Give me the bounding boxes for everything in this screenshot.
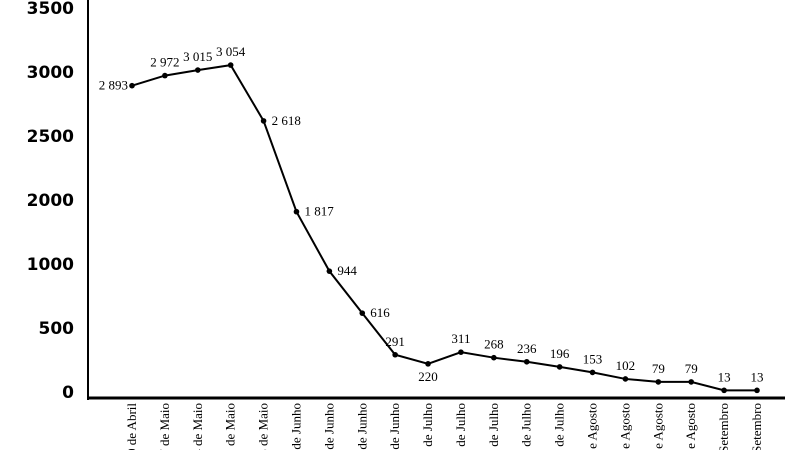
data-label: 944 bbox=[337, 263, 357, 278]
x-tick-label: de Junho bbox=[387, 403, 402, 450]
data-point bbox=[425, 361, 431, 367]
data-point bbox=[293, 208, 300, 215]
data-point bbox=[359, 310, 366, 316]
y-tick-label: 1000 bbox=[27, 255, 74, 275]
data-point bbox=[655, 379, 662, 385]
x-tick-label: e Agosto bbox=[683, 403, 698, 449]
data-label: 196 bbox=[550, 346, 570, 361]
data-label: 102 bbox=[616, 358, 636, 373]
data-point bbox=[589, 369, 596, 376]
x-tick-label: de Julho bbox=[519, 403, 534, 447]
data-point bbox=[458, 349, 464, 355]
y-tick-label: 2500 bbox=[27, 127, 74, 147]
data-label: 1 817 bbox=[304, 204, 334, 219]
y-tick-label: 3500 bbox=[27, 0, 74, 19]
data-label: 2 972 bbox=[150, 55, 179, 70]
x-tick-label: de Junho bbox=[321, 403, 336, 450]
x-tick-label: e Agosto bbox=[650, 403, 665, 449]
data-label: 311 bbox=[451, 331, 470, 346]
data-point bbox=[129, 82, 135, 89]
x-tick-label: de Julho bbox=[486, 403, 501, 447]
data-label: 13 bbox=[718, 369, 731, 384]
x-tick-label: e Agosto bbox=[585, 403, 600, 449]
data-point bbox=[721, 387, 727, 394]
data-line bbox=[131, 63, 757, 392]
y-tick-label: 0 bbox=[62, 383, 74, 403]
data-point bbox=[392, 351, 398, 358]
data-label: 3 015 bbox=[183, 49, 212, 64]
data-point bbox=[491, 354, 497, 361]
x-tick-label: Setembro bbox=[749, 403, 764, 450]
x-tick-label: 4 de Maio bbox=[190, 403, 205, 450]
x-tick-label: de Julho bbox=[420, 403, 435, 447]
x-tick-label: 7 de Maio bbox=[157, 403, 172, 450]
data-point bbox=[622, 376, 629, 382]
data-point bbox=[523, 358, 530, 365]
data-label: 236 bbox=[517, 341, 537, 356]
data-point bbox=[754, 387, 760, 394]
x-tick-label: de Maio bbox=[223, 403, 238, 446]
data-label: 220 bbox=[418, 369, 438, 384]
data-label: 13 bbox=[751, 369, 764, 384]
data-point bbox=[194, 67, 201, 73]
data-point bbox=[260, 118, 267, 124]
data-label: 616 bbox=[370, 305, 390, 320]
y-tick-label: 3000 bbox=[27, 63, 74, 83]
data-point bbox=[227, 62, 234, 68]
x-tick-label: 8 de Maio bbox=[256, 403, 271, 450]
data-label: 79 bbox=[652, 361, 665, 376]
y-tick-label: 500 bbox=[39, 319, 75, 339]
data-label: 79 bbox=[685, 361, 698, 376]
x-tick-label: de Junho bbox=[288, 403, 303, 450]
data-point bbox=[688, 379, 695, 385]
x-tick-label: de Junho bbox=[354, 403, 369, 450]
x-tick-label: de Julho bbox=[552, 403, 567, 447]
data-label: 2 893 bbox=[99, 78, 128, 93]
data-point bbox=[556, 364, 563, 370]
x-tick-label: 0 de Abril bbox=[124, 403, 139, 450]
x-tick-label: de Julho bbox=[453, 403, 468, 447]
data-label: 2 618 bbox=[272, 113, 301, 128]
y-tick-label: 2000 bbox=[27, 191, 74, 211]
data-label: 291 bbox=[385, 334, 405, 349]
data-label: 268 bbox=[484, 337, 504, 352]
x-tick-label: Setembro bbox=[716, 403, 731, 450]
data-label: 153 bbox=[583, 351, 603, 366]
x-tick-label: e Agosto bbox=[617, 403, 632, 449]
data-label: 3 054 bbox=[216, 44, 246, 59]
data-point bbox=[162, 72, 168, 79]
data-point bbox=[326, 268, 333, 274]
